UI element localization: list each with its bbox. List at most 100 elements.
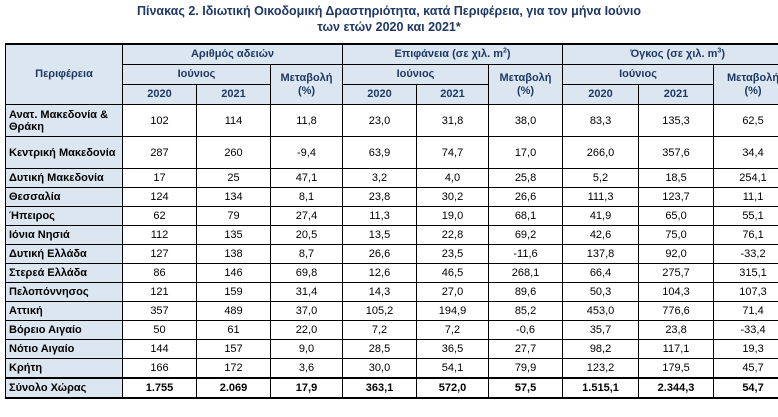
permits-change-cell: 8,1 xyxy=(269,187,344,207)
volume-change-header: Μεταβολή (%) xyxy=(713,64,778,105)
permits-2020-cell: 62 xyxy=(122,206,197,226)
volume-2021-cell: 357,6 xyxy=(638,136,715,169)
area-change-cell: 25,8 xyxy=(488,168,564,188)
area-2020-cell: 23,8 xyxy=(342,187,418,207)
volume-2020-cell: 42,6 xyxy=(562,225,640,245)
permits-change-cell: 9,0 xyxy=(269,339,344,359)
area-2021-cell: 19,0 xyxy=(416,206,490,226)
volume-2020-cell: 137,8 xyxy=(562,244,640,264)
area-2021-cell: 31,8 xyxy=(416,104,490,137)
table-row: Κεντρική Μακεδονία 287 260 -9,4 63,9 74,… xyxy=(5,136,778,169)
total-volume-change-cell: 54,7 xyxy=(713,377,778,399)
table-title: Πίνακας 2. Ιδιωτική Οικοδομική Δραστηριό… xyxy=(0,0,778,35)
table-title-line1: Πίνακας 2. Ιδιωτική Οικοδομική Δραστηριό… xyxy=(136,4,642,18)
total-permits-2020-cell: 1.755 xyxy=(122,377,197,399)
area-2020-cell: 30,0 xyxy=(342,358,418,379)
total-volume-2021-cell: 2.344,3 xyxy=(638,377,715,399)
area-2020-cell: 63,9 xyxy=(342,136,418,169)
region-cell: Δυτική Ελλάδα xyxy=(5,244,123,264)
area-2021-cell: 23,5 xyxy=(416,244,490,264)
permits-year-2021-header: 2021 xyxy=(196,84,271,105)
area-2020-cell: 28,5 xyxy=(342,339,418,359)
area-2020-cell: 23,0 xyxy=(342,104,418,137)
permits-2020-cell: 166 xyxy=(122,358,197,379)
area-2021-cell: 46,5 xyxy=(416,263,490,283)
total-area-2021-cell: 572,0 xyxy=(416,377,490,399)
area-change-cell: 268,1 xyxy=(488,263,564,283)
volume-2020-cell: 5,2 xyxy=(562,168,640,188)
permits-2020-cell: 112 xyxy=(122,225,197,245)
volume-2020-cell: 50,3 xyxy=(562,282,640,302)
area-change-cell: -11,6 xyxy=(488,244,564,264)
permits-2020-cell: 144 xyxy=(122,339,197,359)
table-row: Βόρειο Αιγαίο 50 61 22,0 7,2 7,2 -0,6 35… xyxy=(5,320,778,340)
volume-2020-cell: 123,2 xyxy=(562,358,640,379)
total-area-change-cell: 57,5 xyxy=(488,377,564,399)
permits-change-cell: 11,8 xyxy=(269,104,344,137)
permits-2021-cell: 138 xyxy=(196,244,271,264)
region-cell: Κεντρική Μακεδονία xyxy=(5,136,123,169)
permits-2021-cell: 172 xyxy=(196,358,271,379)
area-2021-cell: 74,7 xyxy=(416,136,490,169)
total-permits-2021-cell: 2.069 xyxy=(196,377,271,399)
permits-2020-cell: 17 xyxy=(122,168,197,188)
region-cell: Αττική xyxy=(5,301,123,321)
volume-2020-cell: 41,9 xyxy=(562,206,640,226)
area-change-cell: 68,1 xyxy=(488,206,564,226)
volume-2021-cell: 23,8 xyxy=(638,320,715,340)
volume-month-header: Ιούνιος xyxy=(562,64,715,85)
table-header: Περιφέρεια Αριθμός αδειών Επιφάνεια (σε … xyxy=(5,43,778,105)
region-cell: Βόρειο Αιγαίο xyxy=(5,320,123,340)
area-2020-cell: 26,6 xyxy=(342,244,418,264)
permits-2020-cell: 86 xyxy=(122,263,197,283)
permits-2021-cell: 489 xyxy=(196,301,271,321)
permits-2021-cell: 114 xyxy=(196,104,271,137)
region-cell: Δυτική Μακεδονία xyxy=(5,168,123,188)
table-row: Θεσσαλία 124 134 8,1 23,8 30,2 26,6 111,… xyxy=(5,187,778,207)
volume-2021-cell: 135,3 xyxy=(638,104,715,137)
table-title-line2: των ετών 2020 και 2021* xyxy=(317,20,461,34)
building-activity-table: Περιφέρεια Αριθμός αδειών Επιφάνεια (σε … xyxy=(5,43,778,399)
region-cell: Θεσσαλία xyxy=(5,187,123,207)
volume-change-cell: 11,1 xyxy=(713,187,778,207)
permits-change-cell: 8,7 xyxy=(269,244,344,264)
permits-change-cell: 3,6 xyxy=(269,358,344,379)
permits-2020-cell: 357 xyxy=(122,301,197,321)
permits-2020-cell: 287 xyxy=(122,136,197,169)
table-row: Αττική 357 489 37,0 105,2 194,9 85,2 453… xyxy=(5,301,778,321)
area-2021-cell: 22,8 xyxy=(416,225,490,245)
volume-change-cell: 71,4 xyxy=(713,301,778,321)
table-row: Ιόνια Νησιά 112 135 20,5 13,5 22,8 69,2 … xyxy=(5,225,778,245)
table-row: Κρήτη 166 172 3,6 30,0 54,1 79,9 123,2 1… xyxy=(5,358,778,379)
permits-month-header: Ιούνιος xyxy=(122,64,271,85)
volume-2020-cell: 453,0 xyxy=(562,301,640,321)
total-row: Σύνολο Χώρας 1.755 2.069 17,9 363,1 572,… xyxy=(5,377,778,399)
volume-change-cell: 315,1 xyxy=(713,263,778,283)
region-cell: Κρήτη xyxy=(5,358,123,379)
area-2021-cell: 30,2 xyxy=(416,187,490,207)
permits-change-cell: 20,5 xyxy=(269,225,344,245)
area-2020-cell: 14,3 xyxy=(342,282,418,302)
area-change-cell: 79,9 xyxy=(488,358,564,379)
region-cell: Πελοπόννησος xyxy=(5,282,123,302)
area-2020-cell: 13,5 xyxy=(342,225,418,245)
volume-change-cell: 19,3 xyxy=(713,339,778,359)
table-row: Στερεά Ελλάδα 86 146 69,8 12,6 46,5 268,… xyxy=(5,263,778,283)
table-row: Νότιο Αιγαίο 144 157 9,0 28,5 36,5 27,7 … xyxy=(5,339,778,359)
table-row: Δυτική Μακεδονία 17 25 47,1 3,2 4,0 25,8… xyxy=(5,168,778,188)
permits-2021-cell: 157 xyxy=(196,339,271,359)
area-group-header: Επιφάνεια (σε χιλ. m2) xyxy=(342,43,564,65)
volume-change-cell: 34,4 xyxy=(713,136,778,169)
total-volume-2020-cell: 1.515,1 xyxy=(562,377,640,399)
area-2020-cell: 11,3 xyxy=(342,206,418,226)
volume-group-header: Όγκος (σε χιλ. m3) xyxy=(562,43,778,65)
table-row: Δυτική Ελλάδα 127 138 8,7 26,6 23,5 -11,… xyxy=(5,244,778,264)
volume-2021-cell: 275,7 xyxy=(638,263,715,283)
area-change-cell: 85,2 xyxy=(488,301,564,321)
area-2021-cell: 54,1 xyxy=(416,358,490,379)
volume-change-cell: -33,4 xyxy=(713,320,778,340)
permits-change-cell: 22,0 xyxy=(269,320,344,340)
volume-2021-cell: 123,7 xyxy=(638,187,715,207)
permits-2020-cell: 127 xyxy=(122,244,197,264)
permits-2020-cell: 121 xyxy=(122,282,197,302)
